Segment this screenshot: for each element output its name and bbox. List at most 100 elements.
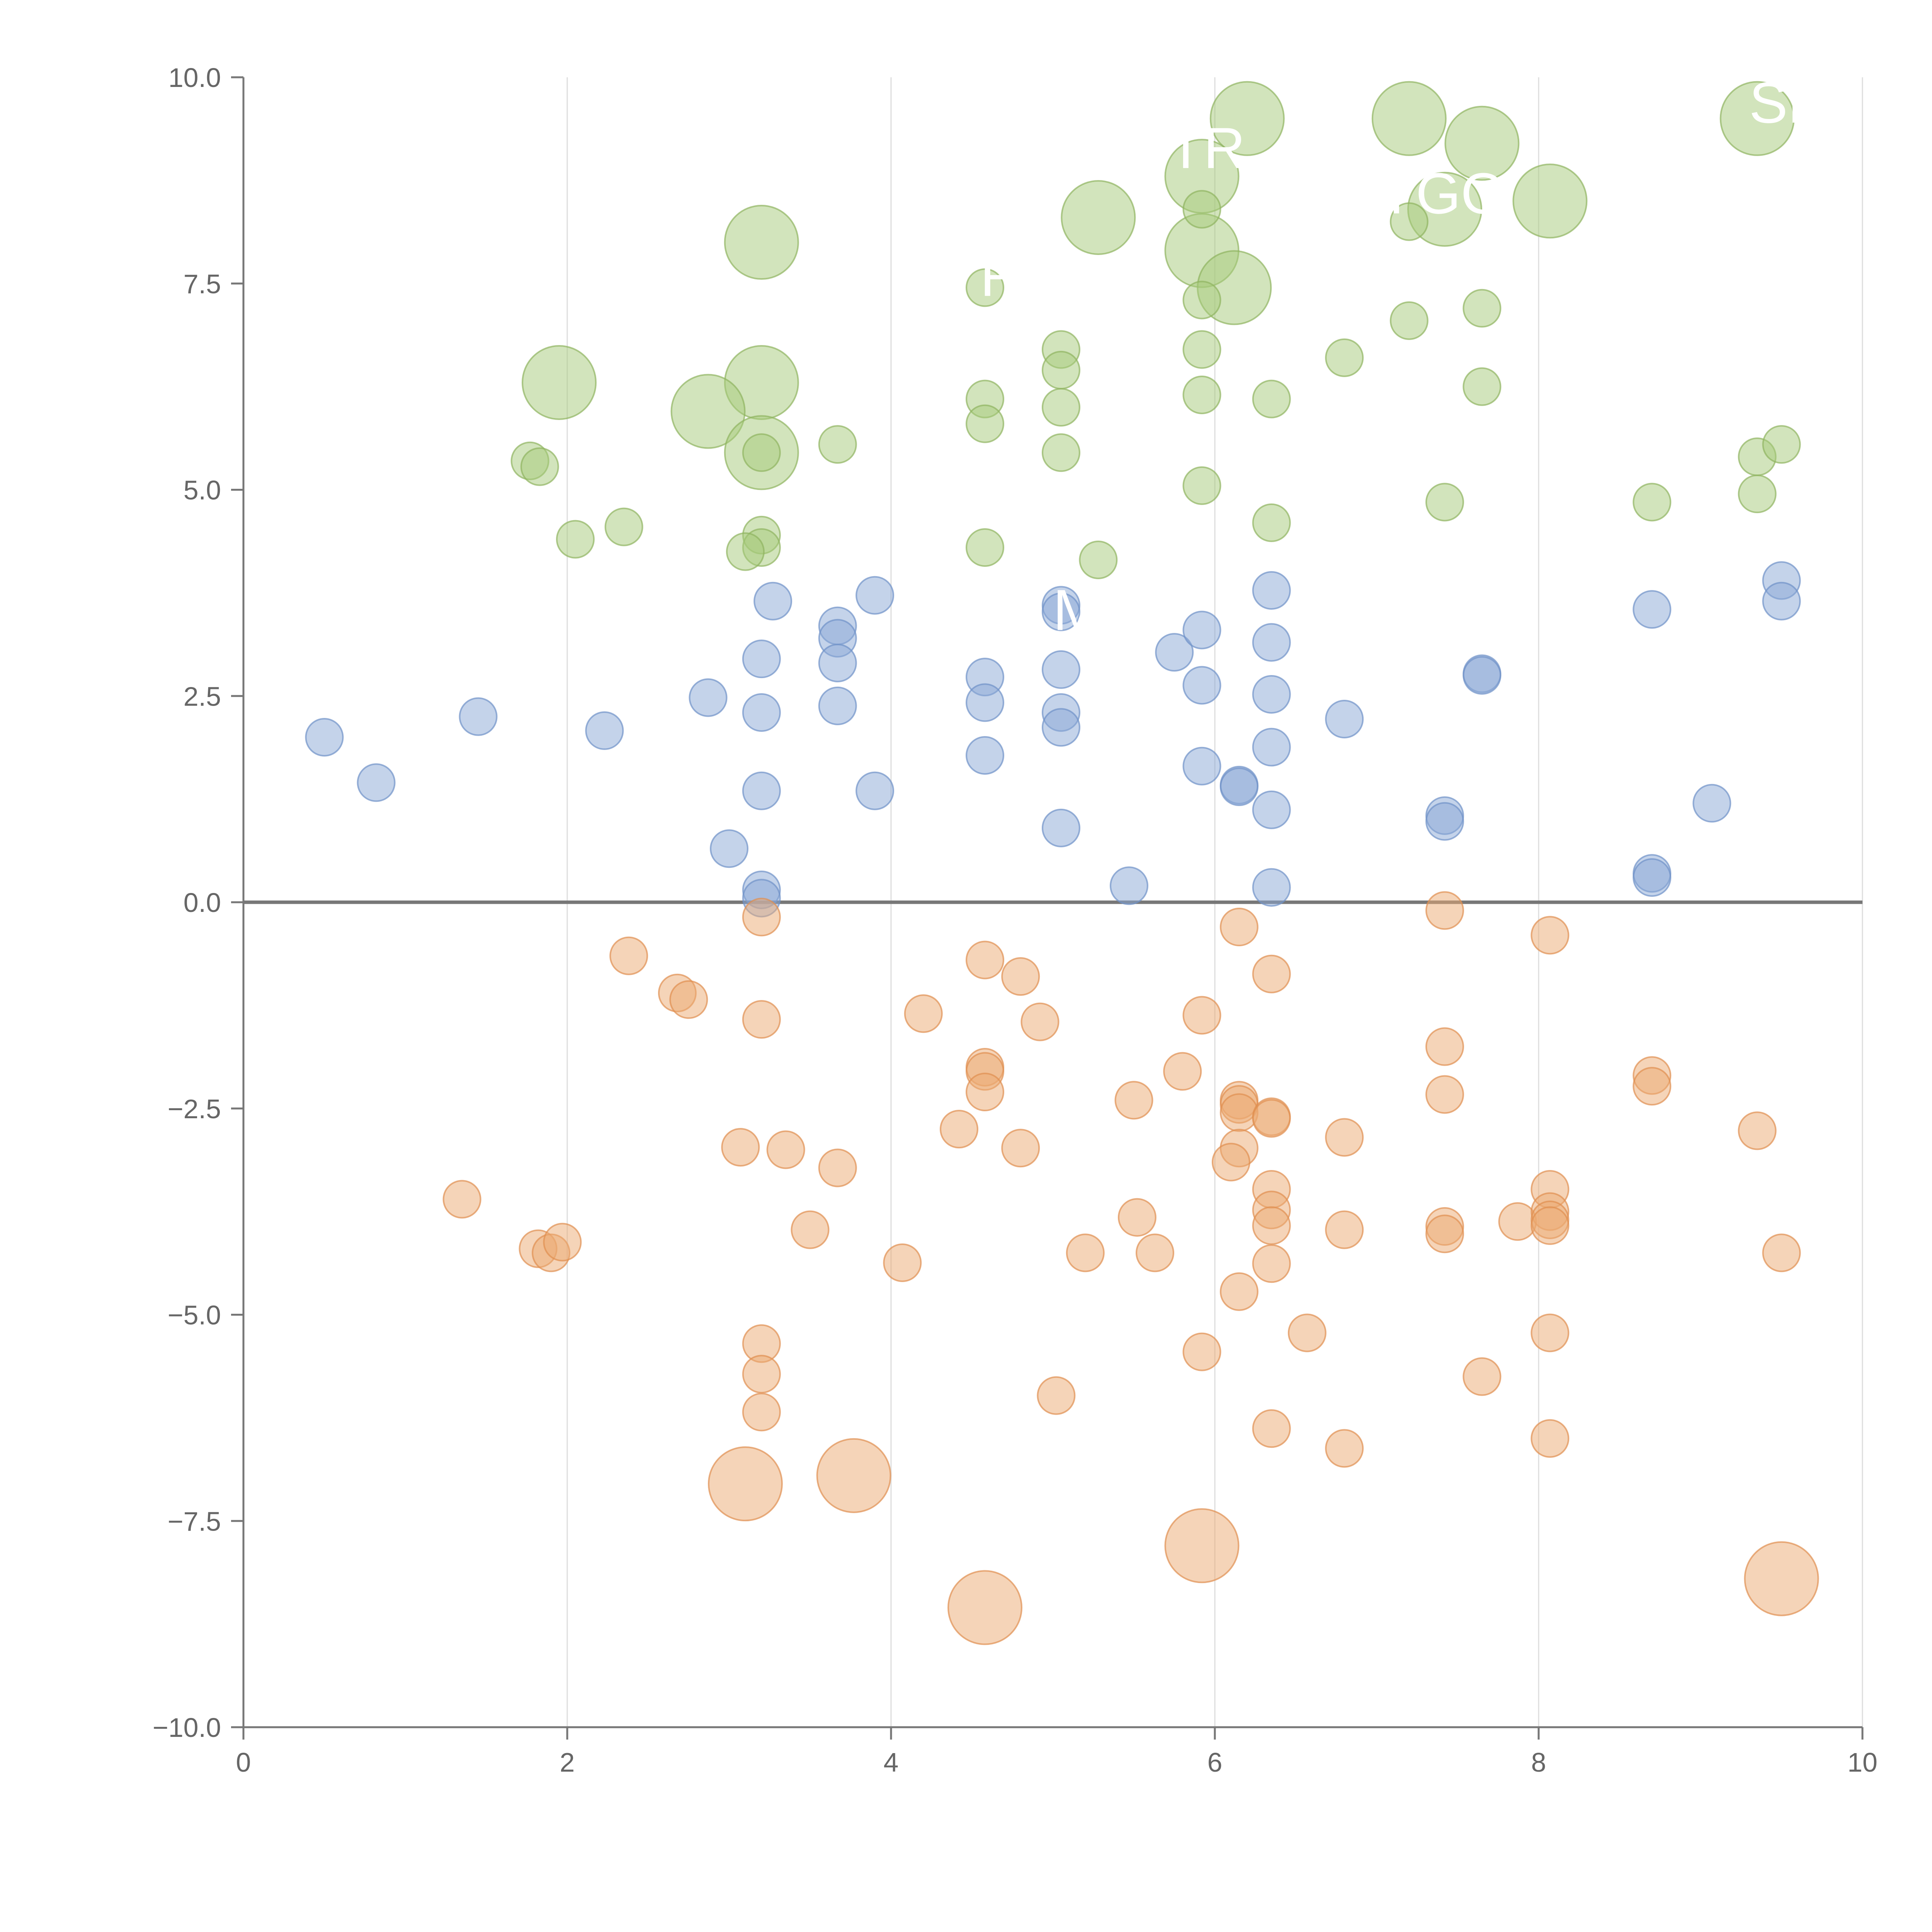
orange-point: [1531, 1419, 1570, 1458]
blue-point: [742, 639, 781, 679]
green-point: [1209, 81, 1285, 156]
orange-point: [442, 1180, 481, 1219]
orange-point: [742, 898, 781, 937]
blue-point: [1325, 700, 1364, 739]
orange-point: [1117, 1198, 1156, 1237]
blue-point: [966, 736, 1005, 775]
orange-point: [707, 1446, 783, 1522]
blue-point: [1252, 728, 1291, 767]
green-point: [1512, 163, 1588, 239]
point-label: YGO: [1377, 161, 1506, 226]
blue-point: [1762, 582, 1801, 621]
blue-point: [1182, 666, 1221, 705]
point-label: R: [980, 243, 1022, 308]
points-layer: [305, 81, 1819, 1645]
orange-point: [1066, 1233, 1105, 1272]
green-point: [1389, 301, 1429, 340]
orange-point: [1135, 1233, 1174, 1272]
blue-point: [1109, 866, 1148, 905]
orange-point: [1738, 1111, 1777, 1150]
blue-point: [742, 693, 781, 732]
green-point: [1633, 483, 1672, 522]
blue-point: [357, 763, 396, 802]
green-point: [724, 205, 799, 280]
label-layer: C SK TR YGO R M: [980, 54, 1826, 643]
orange-point: [1531, 916, 1570, 955]
blue-point: [1633, 590, 1672, 629]
blue-point: [459, 697, 498, 736]
green-point: [818, 425, 857, 464]
orange-point: [1425, 1027, 1464, 1066]
axis-layer: 0 2 4 6 8 10 −10.0 −7.5 −5.0 −2.5 0.0 2.5 5.0 7.5 10.0: [153, 63, 1878, 1777]
blue-point: [1182, 611, 1221, 650]
blue-point: [710, 829, 748, 868]
point-label: TR: [1168, 116, 1245, 180]
blue-point: [1041, 650, 1080, 689]
green-point: [1444, 105, 1520, 181]
orange-point: [1425, 1075, 1464, 1114]
green-point: [1041, 433, 1080, 472]
orange-point: [1182, 996, 1221, 1035]
green-point: [966, 528, 1005, 567]
orange-point: [816, 1438, 891, 1513]
orange-point: [1020, 1002, 1060, 1041]
blue-point: [753, 582, 793, 621]
orange-point: [1001, 957, 1040, 996]
blue-point: [818, 643, 857, 682]
green-point: [1389, 202, 1429, 241]
orange-point: [742, 1393, 781, 1432]
blue-point: [1252, 868, 1291, 907]
orange-point: [742, 1355, 781, 1394]
orange-point: [947, 1570, 1023, 1645]
blue-point: [1155, 633, 1194, 672]
green-point: [1463, 289, 1502, 328]
green-point: [1762, 425, 1801, 464]
orange-point: [1744, 1541, 1819, 1616]
y-tick-label: 0.0: [184, 888, 221, 918]
orange-point: [766, 1130, 805, 1169]
orange-point: [1252, 1099, 1291, 1138]
green-point: [1061, 180, 1136, 255]
orange-point: [1252, 1244, 1291, 1283]
orange-point: [1325, 1429, 1364, 1468]
orange-point: [609, 936, 648, 975]
orange-point: [1425, 891, 1464, 930]
orange-point: [742, 1000, 781, 1039]
green-point: [1182, 330, 1221, 369]
orange-point: [1325, 1118, 1364, 1157]
green-point: [726, 532, 765, 571]
orange-point: [1114, 1081, 1153, 1120]
orange-point: [1531, 1313, 1570, 1352]
blue-point: [1252, 623, 1291, 662]
orange-point: [1252, 954, 1291, 993]
x-tick-label: 6: [1208, 1747, 1223, 1777]
orange-point: [1762, 1233, 1801, 1272]
orange-point: [904, 994, 943, 1033]
point-label: SK: [1749, 70, 1827, 135]
orange-point: [669, 980, 708, 1019]
orange-point: [1211, 1143, 1250, 1182]
blue-point: [1041, 808, 1080, 847]
orange-point: [883, 1243, 922, 1282]
blue-point: [1252, 571, 1291, 610]
y-tick-label: 2.5: [184, 681, 221, 711]
blue-point: [1041, 592, 1080, 631]
green-point: [1041, 388, 1080, 427]
green-point: [522, 345, 597, 420]
orange-point: [1219, 1272, 1259, 1311]
orange-point: [721, 1128, 760, 1167]
green-point: [1079, 540, 1118, 579]
green-point: [1182, 190, 1221, 229]
blue-point: [1219, 767, 1259, 806]
orange-point: [1252, 1206, 1291, 1245]
green-point: [1325, 338, 1364, 377]
green-point: [1252, 379, 1291, 418]
point-label: M: [1053, 577, 1101, 642]
blue-point: [855, 576, 895, 615]
green-point: [1425, 483, 1464, 522]
green-point: [1252, 503, 1291, 542]
blue-point: [1252, 675, 1291, 714]
y-tick-label: −10.0: [153, 1713, 221, 1743]
